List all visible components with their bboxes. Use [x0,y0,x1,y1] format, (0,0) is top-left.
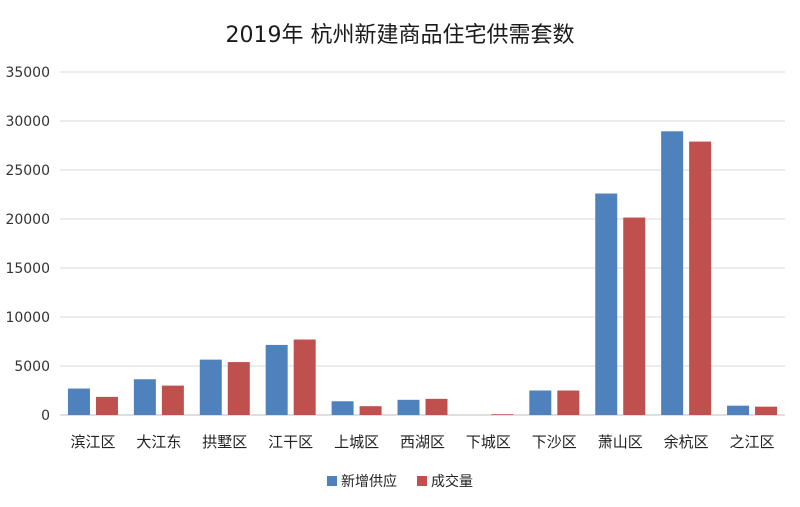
bar-sales-5 [425,398,448,415]
y-tick-label: 10000 [5,310,50,326]
bar-supply-5 [397,399,420,415]
bar-supply-8 [595,193,618,415]
legend-swatch [417,476,427,486]
legend-label: 新增供应 [341,473,397,490]
y-tick-label: 25000 [5,163,50,179]
chart-title: 2019年 杭州新建商品住宅供需套数 [226,23,575,48]
legend-swatch [327,476,337,486]
bar-supply-1 [133,379,156,415]
bar-supply-10 [727,405,750,415]
bar-sales-7 [557,390,580,415]
y-tick-label: 15000 [5,261,50,277]
bar-sales-0 [95,396,118,415]
bar-supply-3 [265,344,288,415]
x-category-label: 之江区 [730,433,775,451]
bar-supply-9 [661,131,684,416]
bar-sales-6 [491,414,514,415]
y-tick-label: 5000 [14,359,50,375]
bar-supply-0 [67,388,90,415]
bar-supply-2 [199,359,222,415]
bar-sales-8 [623,217,646,415]
x-category-label: 拱墅区 [202,433,247,451]
bar-sales-3 [293,339,316,415]
x-category-label: 萧山区 [598,433,643,451]
x-category-label: 下城区 [466,433,511,451]
bar-sales-10 [755,406,778,415]
x-category-label: 下沙区 [532,433,577,451]
y-axis-ticks: 0 5000 10000 15000 20000 25000 30000 35000 [5,65,50,424]
bar-supply-4 [331,401,354,415]
bar-sales-2 [227,362,250,415]
x-category-label: 上城区 [334,433,379,451]
bar-sales-9 [689,141,712,415]
x-category-label: 西湖区 [400,433,445,451]
x-category-label: 余杭区 [664,433,709,451]
x-category-label: 滨江区 [70,433,115,451]
legend: 新增供应 成交量 [327,473,473,490]
x-category-label: 大江东 [136,433,181,451]
bar-sales-4 [359,406,382,415]
x-axis-categories: 滨江区 大江东 拱墅区 江干区 上城区 西湖区 下城区 下沙区 萧山区 余杭区 之江区 [70,433,774,451]
x-category-label: 江干区 [268,433,313,451]
gridlines [60,71,785,416]
bar-sales-1 [161,385,184,415]
y-tick-label: 35000 [5,65,50,81]
bars [67,131,778,416]
y-tick-label: 0 [41,408,50,424]
y-tick-label: 30000 [5,114,50,130]
legend-label: 成交量 [431,473,473,490]
y-tick-label: 20000 [5,212,50,228]
bar-supply-7 [529,390,552,415]
